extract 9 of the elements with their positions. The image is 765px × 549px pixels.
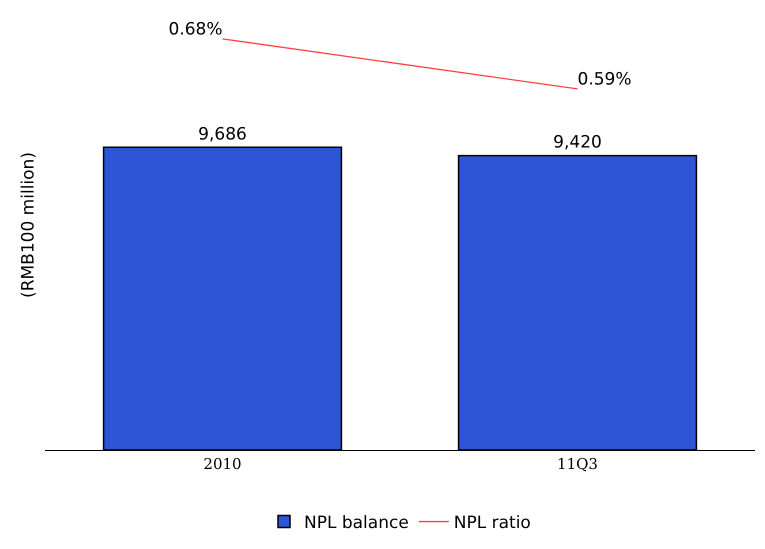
data-label: 9,420 (553, 132, 602, 153)
data-label: 9,686 (198, 124, 247, 144)
legend-label: NPL ratio (454, 513, 531, 534)
legend-label: NPL balance (304, 513, 409, 534)
x-tick-label: 11Q3 (557, 455, 598, 473)
data-label: 0.59% (578, 70, 632, 90)
x-tick-label: 2010 (203, 455, 242, 473)
data-label: 0.68% (168, 20, 222, 40)
y-axis-title: (RMB100 million) (18, 152, 39, 298)
